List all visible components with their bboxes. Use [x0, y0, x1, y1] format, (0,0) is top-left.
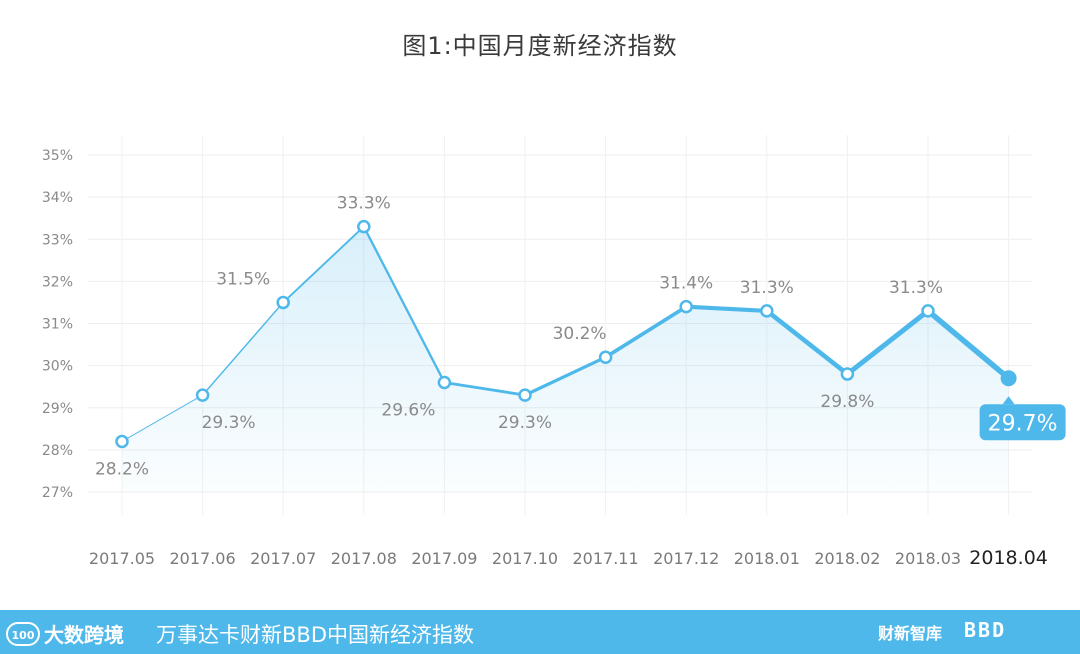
x-tick-label: 2017.06 — [170, 549, 236, 568]
data-label-highlight: 29.7% — [988, 411, 1058, 436]
data-label: 29.3% — [498, 413, 552, 433]
x-tick-label: 2017.08 — [331, 549, 397, 568]
y-tick-label: 34% — [42, 190, 73, 206]
data-point-highlight — [1000, 370, 1017, 387]
data-point — [276, 295, 290, 310]
y-tick-label: 28% — [42, 443, 73, 459]
data-point — [518, 388, 532, 402]
partner-logo-bbd: BBD — [964, 618, 1007, 642]
x-tick-label: 2018.04 — [969, 547, 1048, 569]
x-tick-label: 2017.07 — [250, 549, 316, 568]
series-segment — [925, 308, 1012, 382]
chart-title: 图1:中国月度新经济指数 — [402, 32, 678, 60]
logo-text: 大数跨境 — [44, 623, 124, 647]
data-label: 28.2% — [95, 459, 149, 479]
data-point — [437, 375, 452, 390]
x-tick-label: 2017.05 — [89, 549, 155, 568]
y-tick-label: 30% — [42, 359, 73, 375]
y-tick-label: 32% — [42, 274, 73, 290]
series-segment — [121, 394, 204, 442]
data-label: 31.4% — [659, 274, 713, 294]
x-tick-label: 2017.11 — [573, 549, 639, 568]
data-label: 29.6% — [381, 400, 435, 420]
series-segment — [282, 225, 365, 304]
data-label: 33.3% — [337, 194, 391, 214]
x-tick-label: 2017.09 — [411, 549, 477, 568]
data-label: 29.3% — [202, 413, 256, 433]
data-points — [115, 219, 1017, 449]
data-labels: 28.2% 29.3% 31.5% 33.3% 29.6% 29.3% 30.2% 31.4%… — [95, 194, 1066, 479]
data-point — [679, 299, 693, 314]
series-segment — [523, 355, 608, 397]
y-tick-label: 29% — [42, 401, 73, 417]
x-tick-label: 2018.03 — [895, 549, 961, 568]
series-segment — [362, 225, 446, 384]
line-chart: 27%28%29%30%31%32%33%34%35% 2017.05 2017.… — [42, 135, 1066, 569]
callout-box — [979, 404, 1066, 441]
data-point — [115, 434, 129, 449]
footer-subtitle: 万事达卡财新BBD中国新经济指数 — [156, 623, 474, 647]
series-segment — [764, 308, 850, 377]
data-point — [921, 304, 935, 318]
series-segment — [442, 381, 527, 397]
x-tick-label: 2017.10 — [492, 549, 558, 568]
y-tick-label: 27% — [42, 485, 73, 501]
brand-logo: 100 大数跨境 — [6, 619, 124, 648]
x-tick-label: 2018.02 — [814, 549, 880, 568]
series-segment — [201, 301, 284, 396]
x-tick-label: 2018.01 — [734, 549, 800, 568]
x-tick-label: 2017.12 — [653, 549, 719, 568]
data-label: 31.3% — [740, 278, 794, 298]
series-segment — [603, 304, 689, 360]
callout-pointer — [1002, 396, 1015, 405]
area-fill — [122, 226, 1009, 493]
y-tick-label: 31% — [42, 317, 73, 333]
series-segment — [844, 308, 931, 377]
x-axis: 2017.05 2017.06 2017.07 2017.08 2017.09 2017.… — [89, 547, 1048, 569]
data-point — [840, 367, 855, 381]
data-label: 31.5% — [216, 269, 270, 289]
series-line — [121, 225, 1012, 442]
data-point — [357, 219, 371, 234]
data-label: 30.2% — [553, 324, 607, 344]
data-label: 29.8% — [820, 392, 874, 412]
data-point — [195, 388, 210, 402]
logo-mark-icon: 100 — [6, 621, 40, 646]
partner-logo: 财新智库 — [878, 624, 943, 643]
y-tick-label: 35% — [42, 148, 73, 164]
y-axis: 27% 28% 29% 30% 31% 32% 33% 34% 35% — [42, 148, 73, 501]
series-segment — [684, 304, 769, 313]
footer-bar: 100 大数跨境 万事达卡财新BBD中国新经济指数 财新智库 BBD — [0, 610, 1080, 654]
y-tick-label: 33% — [42, 232, 73, 248]
data-point — [760, 304, 774, 318]
data-point — [598, 350, 613, 364]
data-label: 31.3% — [889, 278, 943, 298]
